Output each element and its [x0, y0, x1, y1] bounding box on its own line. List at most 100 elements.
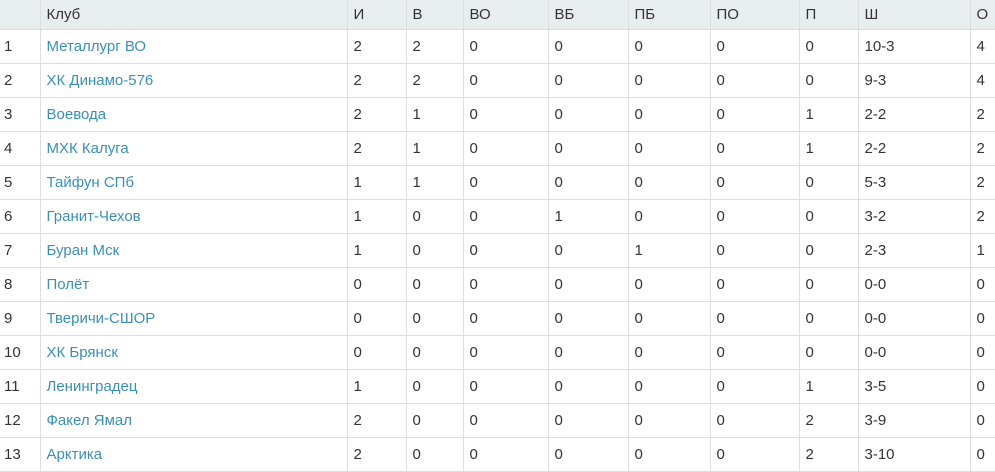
- cell-points: 0: [969, 403, 995, 438]
- club-link[interactable]: ХК Брянск: [46, 344, 118, 361]
- cell-ot-losses: 0: [709, 267, 800, 302]
- cell-points: 4: [969, 29, 995, 64]
- table-row: 6 Гранит-Чехов 1 0 0 1 0 0 0 3-2 2: [0, 199, 995, 234]
- club-link[interactable]: Воевода: [46, 106, 107, 123]
- cell-wins: 2: [405, 63, 464, 98]
- cell-rank: 1: [0, 29, 41, 64]
- club-link[interactable]: Металлург ВО: [46, 38, 147, 55]
- club-link[interactable]: Гранит-Чехов: [46, 208, 141, 225]
- cell-losses: 0: [798, 267, 859, 302]
- cell-ot-losses: 0: [709, 369, 800, 404]
- cell-club: Ленинградец: [39, 369, 348, 404]
- cell-rank: 4: [0, 131, 41, 166]
- cell-so-losses: 0: [627, 63, 711, 98]
- cell-club: Гранит-Чехов: [39, 199, 348, 234]
- cell-so-losses: 0: [627, 199, 711, 234]
- cell-so-losses: 1: [627, 233, 711, 268]
- club-link[interactable]: Тайфун СПб: [46, 174, 135, 191]
- cell-club: Металлург ВО: [39, 29, 348, 64]
- club-link[interactable]: Факел Ямал: [46, 412, 132, 429]
- table-row: 12 Факел Ямал 2 0 0 0 0 0 2 3-9 0: [0, 403, 995, 438]
- club-link[interactable]: Буран Мск: [46, 242, 120, 259]
- cell-ot-wins: 0: [462, 63, 549, 98]
- cell-ot-losses: 0: [709, 233, 800, 268]
- cell-ot-wins: 0: [462, 97, 549, 132]
- cell-games: 2: [346, 29, 407, 64]
- cell-so-losses: 0: [627, 369, 711, 404]
- cell-so-wins: 1: [547, 199, 629, 234]
- column-header-ot-wins: ВО: [462, 0, 549, 30]
- cell-losses: 0: [798, 165, 859, 200]
- cell-goals: 3-2: [857, 199, 971, 234]
- cell-wins: 1: [405, 165, 464, 200]
- table-row: 7 Буран Мск 1 0 0 0 1 0 0 2-3 1: [0, 233, 995, 268]
- table-row: 2 ХК Динамо-576 2 2 0 0 0 0 0 9-3 4: [0, 63, 995, 98]
- cell-wins: 0: [405, 403, 464, 438]
- cell-wins: 0: [405, 267, 464, 302]
- column-header-club: Клуб: [39, 0, 348, 30]
- cell-wins: 1: [405, 97, 464, 132]
- cell-rank: 12: [0, 403, 41, 438]
- table-row: 11 Ленинградец 1 0 0 0 0 0 1 3-5 0: [0, 369, 995, 404]
- table-row: 9 Тверичи-СШОР 0 0 0 0 0 0 0 0-0 0: [0, 301, 995, 336]
- club-link[interactable]: Тверичи-СШОР: [46, 310, 156, 327]
- cell-rank: 9: [0, 301, 41, 336]
- cell-so-wins: 0: [547, 131, 629, 166]
- cell-rank: 11: [0, 369, 41, 404]
- cell-losses: 0: [798, 301, 859, 336]
- cell-ot-losses: 0: [709, 199, 800, 234]
- cell-wins: 2: [405, 29, 464, 64]
- cell-so-wins: 0: [547, 437, 629, 472]
- cell-so-losses: 0: [627, 403, 711, 438]
- club-link[interactable]: Арктика: [46, 446, 103, 463]
- cell-ot-losses: 0: [709, 97, 800, 132]
- cell-points: 2: [969, 199, 995, 234]
- cell-so-wins: 0: [547, 165, 629, 200]
- cell-goals: 3-9: [857, 403, 971, 438]
- cell-ot-wins: 0: [462, 301, 549, 336]
- cell-goals: 3-10: [857, 437, 971, 472]
- column-header-wins: В: [405, 0, 464, 30]
- cell-goals: 5-3: [857, 165, 971, 200]
- cell-points: 0: [969, 437, 995, 472]
- cell-games: 2: [346, 403, 407, 438]
- cell-goals: 2-3: [857, 233, 971, 268]
- cell-games: 2: [346, 131, 407, 166]
- cell-goals: 0-0: [857, 335, 971, 370]
- cell-ot-losses: 0: [709, 165, 800, 200]
- cell-club: МХК Калуга: [39, 131, 348, 166]
- cell-points: 0: [969, 369, 995, 404]
- cell-ot-losses: 0: [709, 131, 800, 166]
- cell-games: 1: [346, 199, 407, 234]
- cell-club: ХК Динамо-576: [39, 63, 348, 98]
- cell-goals: 0-0: [857, 301, 971, 336]
- cell-games: 1: [346, 233, 407, 268]
- cell-so-wins: 0: [547, 29, 629, 64]
- cell-losses: 0: [798, 199, 859, 234]
- cell-so-losses: 0: [627, 437, 711, 472]
- club-link[interactable]: Ленинградец: [46, 378, 138, 395]
- cell-games: 2: [346, 63, 407, 98]
- cell-so-losses: 0: [627, 335, 711, 370]
- cell-losses: 0: [798, 233, 859, 268]
- cell-club: Воевода: [39, 97, 348, 132]
- cell-so-losses: 0: [627, 131, 711, 166]
- cell-so-wins: 0: [547, 369, 629, 404]
- cell-games: 2: [346, 437, 407, 472]
- table-row: 3 Воевода 2 1 0 0 0 0 1 2-2 2: [0, 97, 995, 132]
- cell-so-wins: 0: [547, 403, 629, 438]
- cell-goals: 0-0: [857, 267, 971, 302]
- cell-rank: 7: [0, 233, 41, 268]
- club-link[interactable]: МХК Калуга: [46, 140, 129, 157]
- cell-ot-wins: 0: [462, 403, 549, 438]
- cell-so-wins: 0: [547, 267, 629, 302]
- cell-ot-losses: 0: [709, 29, 800, 64]
- club-link[interactable]: Полёт: [46, 276, 90, 293]
- cell-wins: 1: [405, 131, 464, 166]
- cell-ot-wins: 0: [462, 369, 549, 404]
- cell-so-wins: 0: [547, 335, 629, 370]
- club-link[interactable]: ХК Динамо-576: [46, 72, 154, 89]
- cell-goals: 2-2: [857, 97, 971, 132]
- cell-wins: 0: [405, 301, 464, 336]
